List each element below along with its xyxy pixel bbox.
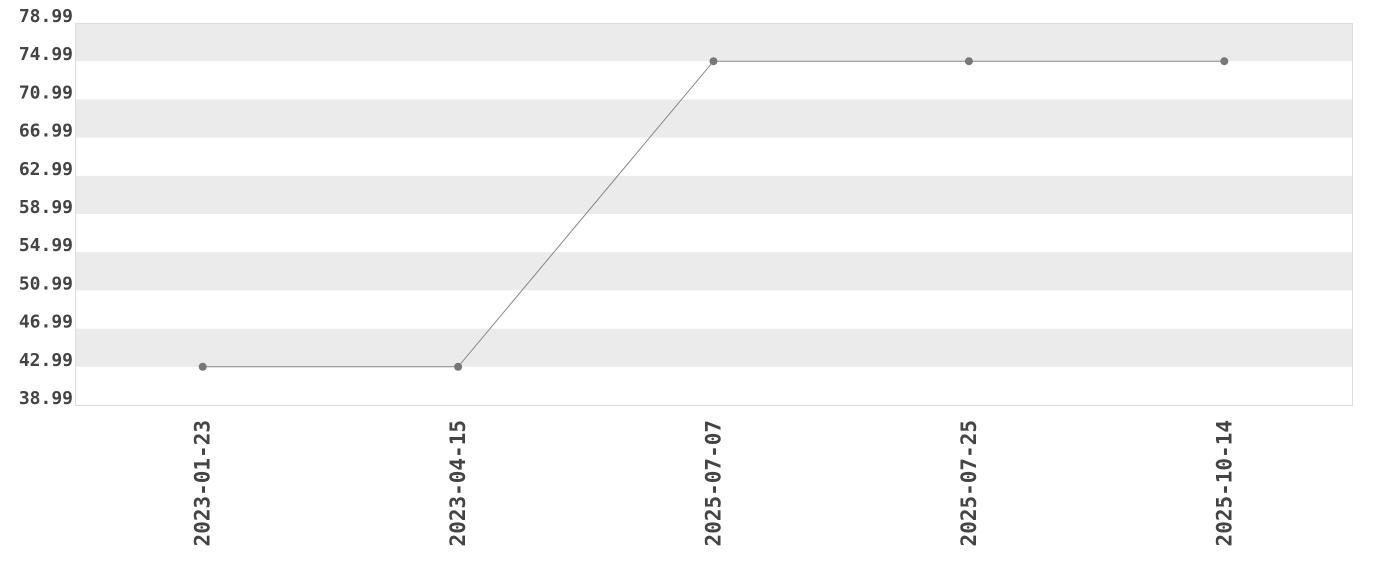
y-tick-label: 46.99 xyxy=(19,312,73,333)
y-tick-label: 58.99 xyxy=(19,197,73,218)
y-axis: 38.99 42.99 46.99 50.99 54.99 58.99 62.99 66.99… xyxy=(19,6,73,409)
grid-band xyxy=(75,252,1352,291)
data-point xyxy=(964,57,973,66)
x-tick-label: 2023-01-23 xyxy=(191,420,215,546)
plot-border xyxy=(75,23,1353,406)
data-point xyxy=(198,362,207,371)
data-point xyxy=(1220,57,1229,66)
series xyxy=(198,57,1229,371)
grid-band xyxy=(75,328,1352,367)
background-bands xyxy=(75,23,1352,367)
x-tick-label: 2023-04-15 xyxy=(446,420,470,546)
x-axis: 2023-01-23 2023-04-15 2025-07-07 2025-07-25… xyxy=(191,420,1237,546)
x-tick-label: 2025-07-07 xyxy=(702,420,726,546)
y-tick-label: 50.99 xyxy=(19,273,73,294)
grid-band xyxy=(75,23,1352,62)
x-tick-label: 2025-07-25 xyxy=(957,420,981,546)
y-tick-label: 42.99 xyxy=(19,350,73,371)
grid-band xyxy=(75,175,1352,214)
grid-band xyxy=(75,99,1352,138)
y-tick-label: 78.99 xyxy=(19,6,73,27)
y-tick-label: 66.99 xyxy=(19,121,73,142)
data-point xyxy=(454,362,463,371)
y-tick-label: 70.99 xyxy=(19,82,73,103)
y-tick-label: 74.99 xyxy=(19,44,73,65)
y-tick-label: 38.99 xyxy=(19,388,73,409)
data-point xyxy=(709,57,718,66)
y-tick-label: 54.99 xyxy=(19,235,73,256)
x-tick-label: 2025-10-14 xyxy=(1212,420,1236,546)
y-tick-label: 62.99 xyxy=(19,159,73,180)
